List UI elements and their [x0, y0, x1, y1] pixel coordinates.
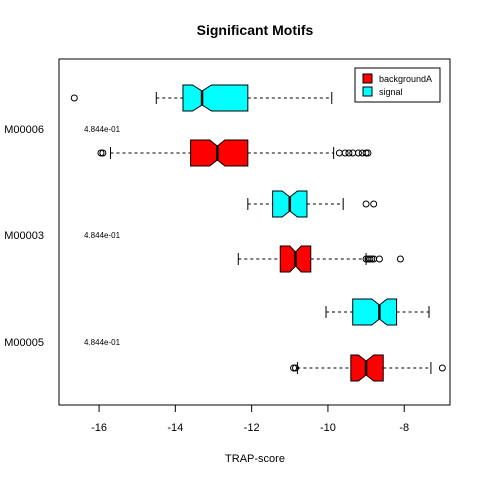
group-annotation: 4.844e-01 [84, 231, 121, 240]
outlier-point [350, 150, 356, 156]
y-group-label: M00005 [4, 337, 44, 349]
x-tick-label: -10 [320, 422, 336, 434]
legend-label: backgroundA [379, 74, 432, 84]
outlier-point [336, 150, 342, 156]
outlier-point [439, 365, 445, 371]
legend-label: signal [379, 87, 403, 97]
x-tick-label: -14 [167, 422, 183, 434]
chart-title: Significant Motifs [197, 22, 314, 38]
box-signal [71, 85, 331, 111]
box-signal [248, 191, 377, 217]
outlier-point [371, 201, 377, 207]
y-group-label: M00003 [4, 230, 44, 242]
x-tick-label: -8 [399, 422, 409, 434]
x-tick-label: -16 [91, 422, 107, 434]
outlier-point [363, 201, 369, 207]
legend-swatch [363, 87, 372, 96]
notched-box [183, 85, 248, 111]
notched-box [353, 299, 397, 325]
group-annotation: 4.844e-01 [84, 125, 121, 134]
box-signal [326, 299, 429, 325]
box-backgroundA [291, 355, 446, 381]
x-tick-label: -12 [244, 422, 260, 434]
group-annotation: 4.844e-01 [84, 338, 121, 347]
outlier-point [71, 95, 77, 101]
box-backgroundA [238, 246, 403, 272]
x-axis-label: TRAP-score [225, 453, 285, 465]
outlier-point [376, 256, 382, 262]
box-backgroundA [98, 140, 371, 166]
outlier-point [397, 256, 403, 262]
y-group-label: M00006 [4, 124, 44, 136]
legend: backgroundA signal [355, 68, 440, 102]
notched-box [191, 140, 248, 166]
legend-swatch [363, 74, 372, 83]
